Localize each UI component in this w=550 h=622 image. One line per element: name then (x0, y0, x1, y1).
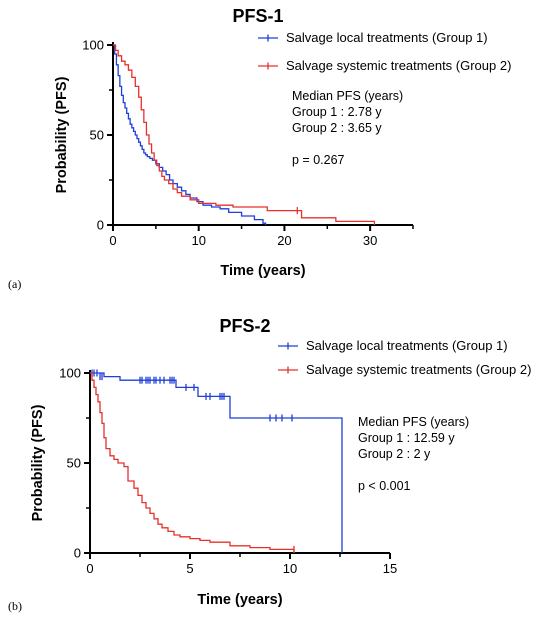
x-tick-label: 30 (363, 233, 377, 248)
x-axis-label: Time (years) (220, 263, 305, 279)
series-1-curve (113, 44, 267, 225)
y-axis-label: Probability (PFS) (54, 76, 70, 193)
y-tick-label: 0 (97, 218, 104, 233)
annotation-line: Group 1 : 12.59 y (358, 431, 455, 445)
annotation-line: p = 0.267 (292, 153, 345, 167)
x-tick-label: 5 (186, 561, 193, 576)
legend-label-2: Salvage systemic treatments (Group 2) (286, 58, 511, 73)
y-tick-label: 100 (59, 366, 81, 381)
y-axis-label: Probability (PFS) (30, 404, 46, 521)
annotation-line: Group 1 : 2.78 y (292, 105, 382, 119)
x-tick-label: 10 (191, 233, 205, 248)
y-tick-label: 50 (90, 128, 104, 143)
panel-label: (a) (8, 277, 21, 291)
panel-a: PFS-1 0 50 100 0 10 20 30 Time (years) Probabilit… (8, 6, 511, 291)
legend-label-1: Salvage local treatments (Group 1) (286, 30, 488, 45)
series-2-curve (90, 372, 295, 553)
annotation-line: Group 2 : 3.65 y (292, 121, 382, 135)
x-tick-label: 20 (277, 233, 291, 248)
legend-label-2: Salvage systemic treatments (Group 2) (306, 362, 531, 377)
y-tick-label: 50 (67, 456, 81, 471)
chart-title: PFS-1 (232, 6, 283, 26)
annotation-line: Median PFS (years) (292, 89, 403, 103)
y-tick-label: 0 (74, 546, 81, 561)
annotation-line: Median PFS (years) (358, 415, 469, 429)
panel-b: PFS-2 0 50 100 0 5 10 15 Time (years) Probability… (8, 316, 531, 613)
series-2-curve (113, 44, 376, 225)
annotation-line: Group 2 : 2 y (358, 447, 431, 461)
annotation-line: p < 0.001 (358, 479, 411, 493)
x-axis-label: Time (years) (197, 592, 282, 608)
x-tick-label: 10 (283, 561, 297, 576)
chart-title: PFS-2 (219, 316, 270, 336)
series-1-curve (90, 372, 343, 553)
panel-label: (b) (8, 599, 22, 613)
x-tick-label: 0 (109, 233, 116, 248)
legend-label-1: Salvage local treatments (Group 1) (306, 338, 508, 353)
x-tick-label: 0 (86, 561, 93, 576)
y-tick-label: 100 (82, 38, 104, 53)
x-tick-label: 15 (383, 561, 397, 576)
